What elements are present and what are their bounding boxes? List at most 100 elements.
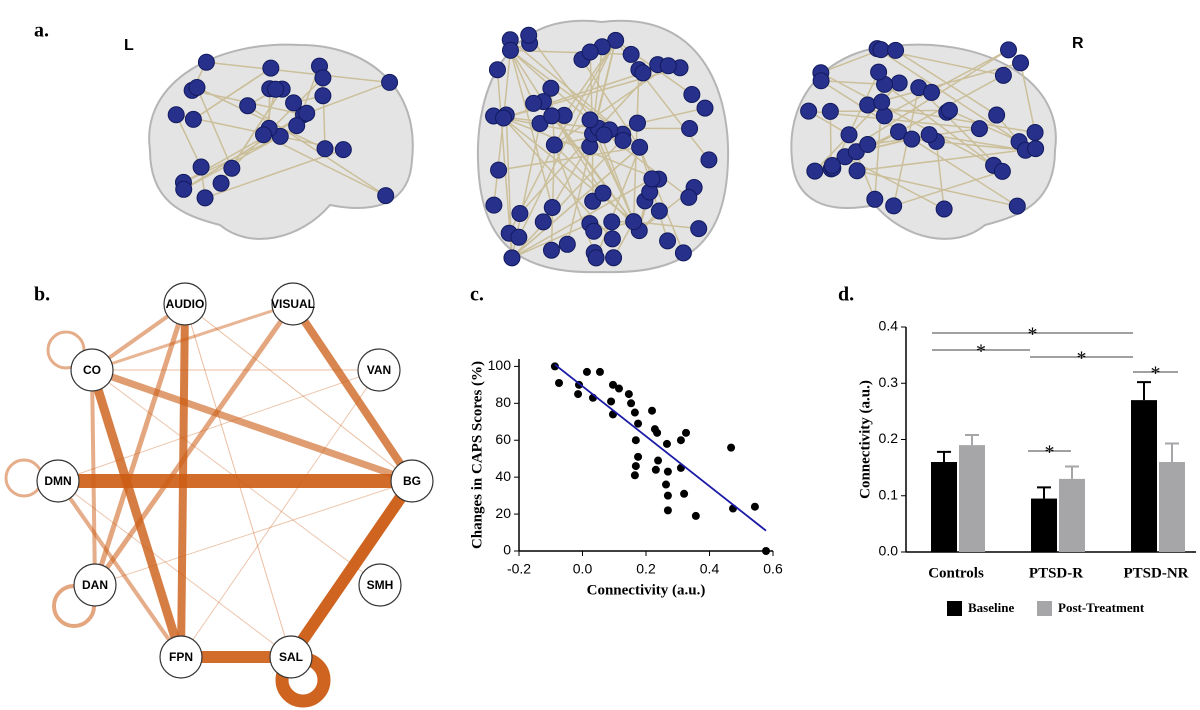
x-tick-label: 0.2 — [636, 561, 656, 577]
brain-node — [298, 104, 316, 122]
brain-node — [696, 99, 714, 117]
node-circle — [357, 348, 401, 392]
y-tick-label: 80 — [495, 394, 511, 410]
brain-edge — [196, 87, 233, 169]
brain-node — [485, 196, 503, 214]
brain-node — [940, 101, 958, 119]
point — [630, 408, 639, 417]
brain-node — [875, 107, 893, 125]
edge — [90, 369, 97, 586]
brain-node — [520, 26, 538, 44]
edge — [180, 369, 380, 658]
fit-line — [554, 363, 767, 532]
edge — [57, 369, 380, 482]
edge — [289, 301, 416, 484]
brain-node — [603, 213, 621, 231]
brain-node — [970, 120, 988, 138]
brain-node — [903, 130, 921, 148]
brain-node — [595, 126, 613, 144]
point — [627, 399, 636, 408]
node-label: VAN — [367, 363, 391, 377]
brain-edge — [519, 133, 594, 214]
brain-node — [495, 109, 513, 127]
brain-node — [525, 94, 543, 112]
brain-node — [994, 66, 1012, 84]
brain-edge — [498, 146, 640, 171]
panel-label: c. — [470, 284, 484, 306]
brain-node — [1027, 140, 1045, 158]
y-tick-label: 0.1 — [879, 486, 899, 502]
brain-edge — [550, 144, 556, 251]
error-bar — [1137, 381, 1151, 401]
brain-edge — [183, 112, 308, 190]
brain-node — [659, 232, 677, 250]
brain-edge — [598, 127, 690, 199]
brain-node — [196, 189, 214, 207]
error-bar — [1037, 486, 1051, 499]
brain-edge — [820, 72, 994, 166]
brain-node — [223, 159, 241, 177]
panel-label: b. — [34, 284, 50, 306]
brain-node — [823, 157, 841, 175]
bar — [1031, 498, 1057, 552]
node-circle — [269, 635, 313, 679]
point — [648, 406, 657, 415]
brain-edge — [884, 83, 995, 166]
brain-node — [920, 126, 938, 144]
brain-node — [631, 138, 649, 156]
node-circle — [36, 459, 80, 503]
brain-edge — [206, 61, 390, 84]
self-loop — [4, 458, 44, 498]
brain-edge — [231, 77, 324, 169]
node: DAN — [73, 563, 117, 607]
brain-node — [581, 43, 599, 61]
brain-node — [643, 170, 661, 188]
brain-node — [314, 87, 332, 105]
brain-edge — [633, 220, 699, 230]
x-tick-label: -0.2 — [507, 561, 531, 577]
point — [555, 379, 564, 387]
brain-node — [605, 249, 623, 267]
brain-node — [184, 110, 202, 128]
brain-node — [872, 41, 890, 59]
point — [624, 390, 633, 399]
hemisphere-label: R — [1072, 35, 1084, 52]
panel-label: a. — [34, 20, 49, 42]
brain-node — [887, 41, 905, 59]
edge — [286, 477, 417, 661]
significance-star: * — [976, 341, 986, 363]
point — [691, 511, 700, 520]
brain-node — [873, 93, 891, 111]
brain-edge — [204, 148, 344, 199]
panel-label: d. — [838, 284, 854, 306]
brain-node — [543, 198, 561, 216]
y-tick-label: 60 — [495, 431, 511, 447]
x-tick-label: Controls — [928, 565, 984, 581]
error-bar — [965, 434, 979, 446]
brain-node — [212, 174, 230, 192]
node-circle — [271, 282, 315, 326]
brain-node — [870, 63, 888, 81]
point — [607, 397, 616, 406]
brain-edge — [510, 49, 624, 135]
brain-node — [690, 220, 708, 238]
y-tick-label: 0.3 — [879, 374, 899, 390]
brain-node — [1000, 41, 1018, 59]
node-circle — [73, 563, 117, 607]
point — [654, 456, 663, 465]
brain-edge — [918, 87, 1003, 172]
brain-edge — [820, 80, 1018, 207]
y-tick-label: 40 — [495, 468, 511, 484]
x-tick-label: 0.0 — [573, 561, 593, 577]
brain-node — [622, 45, 640, 63]
brain-node — [316, 140, 334, 158]
edge — [91, 369, 381, 586]
brain-node — [848, 162, 866, 180]
point — [651, 465, 660, 474]
y-axis-title: Changes in CAPS Scores (%) — [469, 361, 485, 549]
point — [762, 547, 771, 555]
brain-edge — [935, 141, 945, 210]
point — [582, 367, 591, 376]
brain-node — [683, 86, 701, 104]
